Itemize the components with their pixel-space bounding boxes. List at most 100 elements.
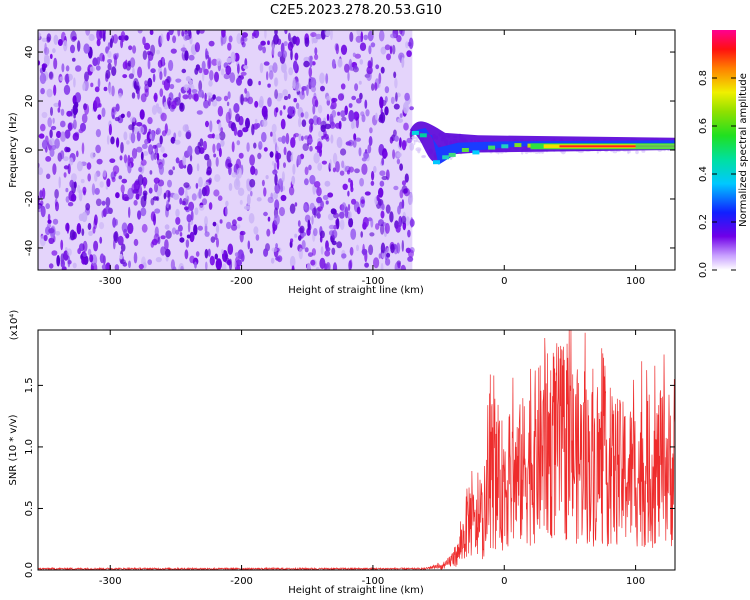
noise-blob	[102, 54, 105, 62]
noise-blob	[179, 237, 185, 243]
noise-blob	[267, 40, 270, 45]
noise-blob	[407, 229, 411, 238]
noise-blob	[348, 166, 355, 173]
noise-blob	[207, 248, 211, 257]
noise-blob	[347, 190, 350, 197]
noise-blob	[166, 31, 170, 42]
noise-blob	[263, 187, 267, 197]
noise-blob	[292, 77, 296, 90]
noise-blob	[163, 192, 167, 200]
noise-blob	[354, 168, 360, 174]
noise-blob	[116, 52, 119, 58]
noise-blob	[275, 256, 281, 261]
noise-blob	[286, 150, 292, 163]
noise-blob	[257, 152, 262, 160]
noise-blob	[175, 216, 181, 225]
noise-blob	[368, 244, 374, 256]
noise-blob	[336, 241, 343, 249]
noise-blob	[146, 50, 152, 56]
spectrogram-x-label: Height of straight line (km)	[288, 285, 424, 296]
noise-blob	[160, 146, 165, 153]
noise-blob	[213, 153, 217, 158]
noise-blob	[265, 175, 269, 180]
noise-blob	[129, 116, 136, 123]
noise-blob	[238, 115, 244, 126]
noise-blob	[254, 118, 258, 124]
noise-blob	[288, 32, 291, 42]
noise-blob	[148, 187, 153, 194]
noise-blob	[202, 71, 205, 82]
noise-blob	[390, 96, 395, 105]
noise-blob	[320, 246, 324, 255]
noise-blob	[234, 252, 239, 257]
noise-blob	[159, 88, 164, 97]
noise-blob	[78, 189, 83, 202]
noise-blob	[289, 255, 296, 268]
noise-blob	[330, 105, 335, 110]
noise-blob	[373, 165, 377, 174]
noise-blob	[220, 139, 225, 147]
noise-blob	[378, 116, 384, 123]
noise-blob	[209, 259, 213, 264]
noise-blob	[175, 229, 180, 235]
noise-blob	[274, 30, 278, 36]
noise-blob	[120, 259, 126, 264]
noise-blob	[194, 42, 200, 53]
noise-blob	[315, 266, 320, 270]
noise-blob	[227, 42, 232, 51]
snr-x-label: Height of straight line (km)	[288, 585, 424, 596]
noise-blob	[381, 203, 385, 211]
spectrogram-y-tick-label: -40	[24, 240, 35, 256]
noise-blob	[108, 123, 112, 136]
noise-blob	[136, 130, 141, 142]
noise-blob	[340, 110, 346, 118]
noise-blob	[46, 173, 51, 180]
tone-hotspot	[461, 148, 469, 152]
noise-blob	[293, 60, 298, 71]
noise-blob	[150, 68, 156, 74]
noise-blob	[339, 170, 345, 176]
noise-blob	[82, 186, 87, 195]
noise-blob	[335, 161, 340, 173]
noise-blob	[207, 134, 214, 139]
noise-blob	[395, 224, 401, 233]
noise-blob	[188, 201, 195, 211]
noise-blob	[272, 169, 278, 175]
noise-blob	[46, 88, 53, 98]
colorbar: 0.0 0.2 0.4 0.6 0.8 Normalized spectral ampl…	[698, 30, 749, 278]
noise-blob	[250, 165, 256, 175]
noise-blob	[307, 219, 311, 231]
noise-blob	[400, 264, 407, 270]
noise-blob	[164, 123, 168, 134]
noise-blob	[316, 186, 322, 197]
noise-blob	[185, 239, 190, 248]
noise-blob	[156, 127, 161, 135]
noise-blob	[188, 79, 194, 84]
noise-blob	[122, 74, 128, 79]
noise-blob	[72, 262, 77, 269]
noise-blob	[129, 157, 134, 163]
noise-blob	[399, 137, 402, 148]
noise-blob	[183, 31, 189, 41]
noise-blob	[282, 50, 287, 59]
halo-blob	[412, 135, 416, 140]
noise-blob	[246, 142, 250, 153]
noise-blob	[306, 227, 311, 236]
noise-blob	[301, 135, 304, 141]
noise-blob	[144, 42, 151, 51]
noise-blob	[362, 216, 369, 228]
noise-blob	[275, 150, 279, 163]
noise-blob	[189, 255, 195, 264]
noise-blob	[112, 217, 117, 228]
noise-blob	[308, 67, 313, 78]
noise-blob	[399, 189, 404, 199]
noise-blob	[347, 203, 351, 212]
noise-blob	[94, 172, 98, 182]
noise-blob	[216, 237, 219, 248]
noise-blob	[311, 215, 314, 225]
tone-hotspot	[488, 145, 496, 150]
noise-blob	[379, 170, 386, 176]
noise-blob	[214, 71, 219, 83]
noise-blob	[364, 262, 369, 268]
noise-blob	[147, 58, 151, 70]
